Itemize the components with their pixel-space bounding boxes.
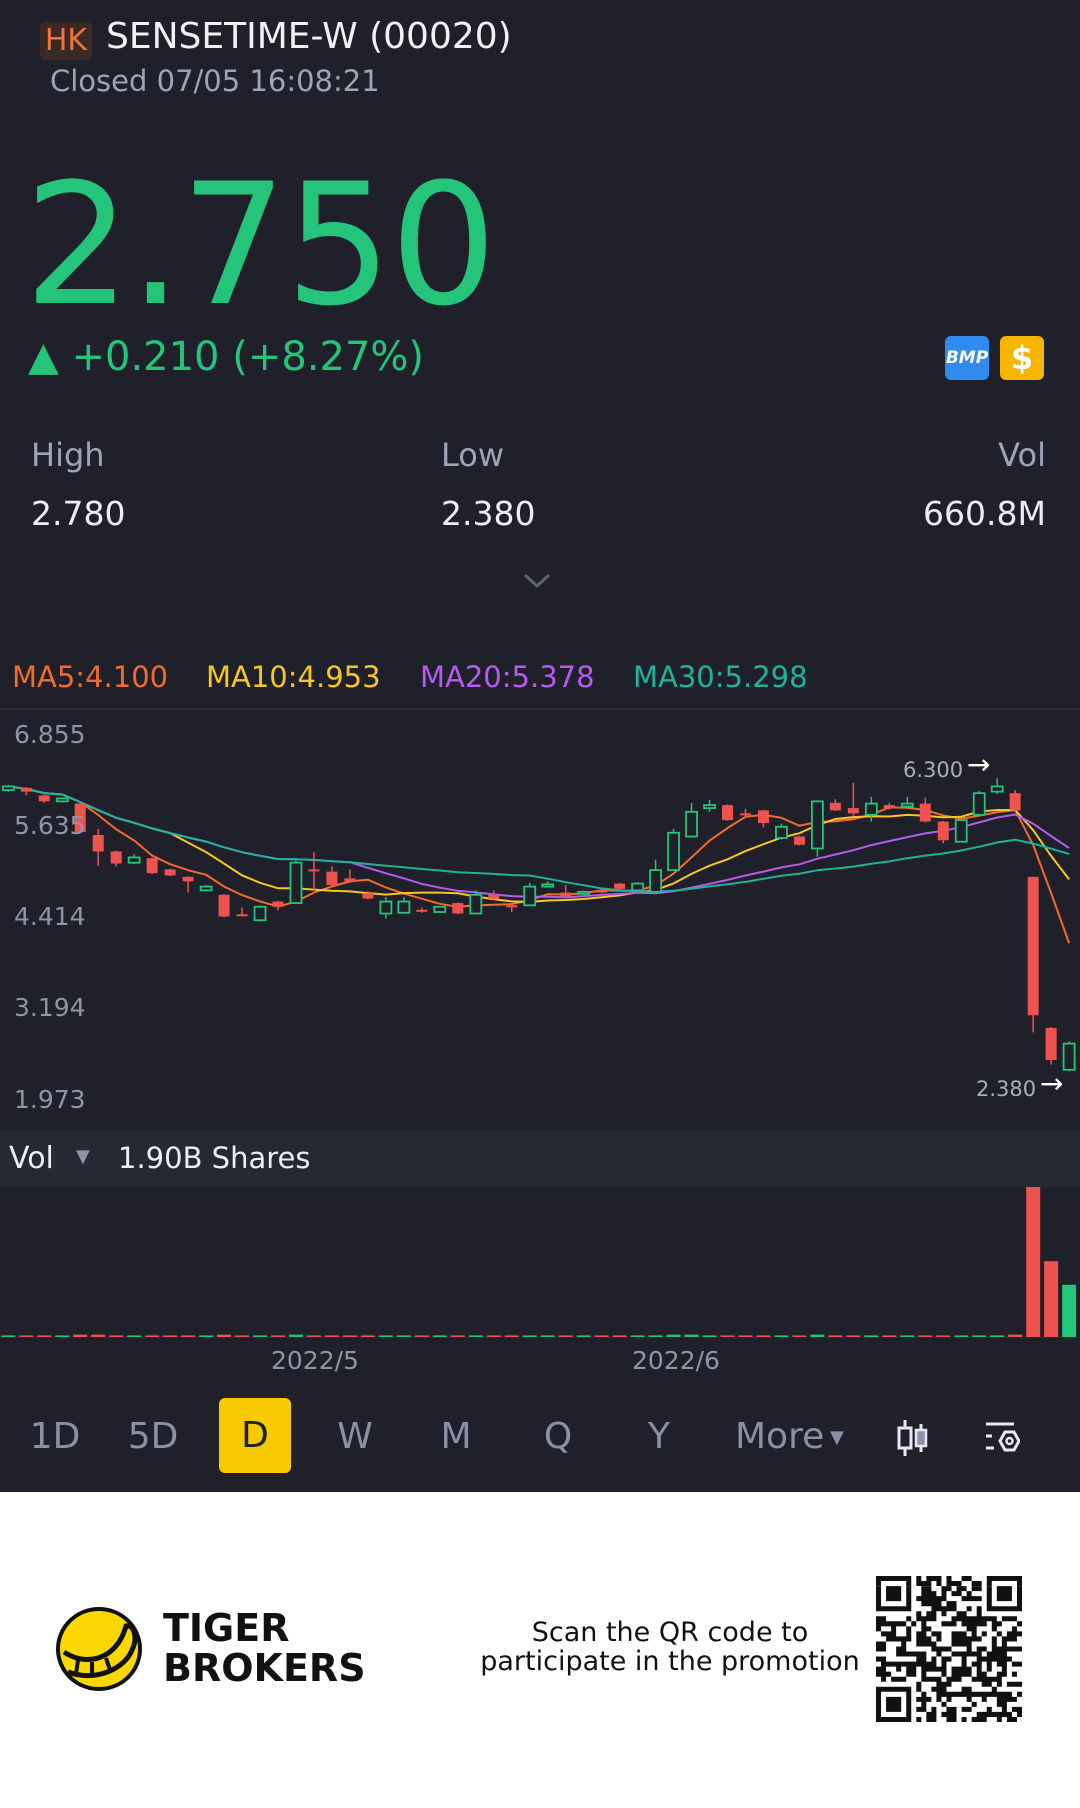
high-value: 2.780 xyxy=(31,494,126,533)
x-tick: 2022/6 xyxy=(632,1346,720,1375)
y-tick: 4.414 xyxy=(14,902,86,931)
qr-code[interactable] xyxy=(876,1576,1022,1722)
ma30-legend: MA30:5.298 xyxy=(633,660,808,694)
volume-header xyxy=(0,1130,1080,1187)
market-badge: HK xyxy=(40,22,92,60)
brand-line2: BROKERS xyxy=(163,1646,366,1690)
period-d[interactable]: D xyxy=(219,1398,291,1473)
price-change: ▲ +0.210 (+8.27%) xyxy=(28,334,425,380)
stock-title: SENSETIME-W (00020) xyxy=(106,16,512,57)
arrow-right-icon: → xyxy=(1040,1067,1064,1100)
period-1d[interactable]: 1D xyxy=(29,1416,81,1457)
more-periods-button[interactable]: More ▼ xyxy=(735,1414,845,1461)
y-tick: 6.855 xyxy=(14,720,86,749)
low-marker-label: 2.380 xyxy=(976,1077,1037,1101)
caret-down-icon[interactable]: ▼ xyxy=(76,1146,90,1167)
more-label: More xyxy=(735,1416,825,1457)
divider xyxy=(0,708,1080,710)
dollar-icon[interactable]: $ xyxy=(1000,336,1044,380)
last-price: 2.750 xyxy=(24,147,497,343)
tiger-brokers-logo xyxy=(56,1607,142,1691)
high-marker-label: 6.300 xyxy=(903,758,964,782)
x-tick: 2022/5 xyxy=(271,1346,359,1375)
bmp-icon[interactable]: BMP xyxy=(945,336,989,380)
candle-style-icon[interactable] xyxy=(896,1418,930,1458)
period-m[interactable]: M xyxy=(440,1416,472,1457)
arrow-right-icon: → xyxy=(967,748,991,781)
caret-down-icon: ▼ xyxy=(824,1427,844,1448)
chevron-down-icon[interactable] xyxy=(522,564,552,599)
volume-indicator-select[interactable]: Vol xyxy=(9,1141,54,1176)
period-y[interactable]: Y xyxy=(648,1416,670,1457)
promo-text-line1: Scan the QR code to xyxy=(531,1617,809,1648)
vol-label: Vol xyxy=(998,436,1046,474)
period-q[interactable]: Q xyxy=(543,1416,573,1457)
low-label: Low xyxy=(441,436,505,474)
ma20-legend: MA20:5.378 xyxy=(420,660,595,694)
ma5-legend: MA5:4.100 xyxy=(12,660,169,694)
y-tick: 5.635 xyxy=(14,811,86,840)
y-tick: 1.973 xyxy=(14,1085,86,1114)
brand-line1: TIGER xyxy=(163,1606,290,1650)
market-status: Closed 07/05 16:08:21 xyxy=(50,64,380,98)
chart-settings-icon[interactable] xyxy=(984,1420,1020,1454)
low-value: 2.380 xyxy=(441,494,536,533)
qr-modules xyxy=(876,1576,1022,1722)
high-label: High xyxy=(31,436,105,474)
period-w[interactable]: W xyxy=(337,1416,373,1457)
promo-text-line2: participate in the promotion xyxy=(480,1646,860,1677)
volume-value: 1.90B Shares xyxy=(118,1141,311,1175)
period-5d[interactable]: 5D xyxy=(127,1416,179,1457)
y-tick: 3.194 xyxy=(14,993,86,1022)
quote-screen xyxy=(0,0,1080,1492)
ma10-legend: MA10:4.953 xyxy=(206,660,381,694)
vol-value: 660.8M xyxy=(923,494,1046,533)
